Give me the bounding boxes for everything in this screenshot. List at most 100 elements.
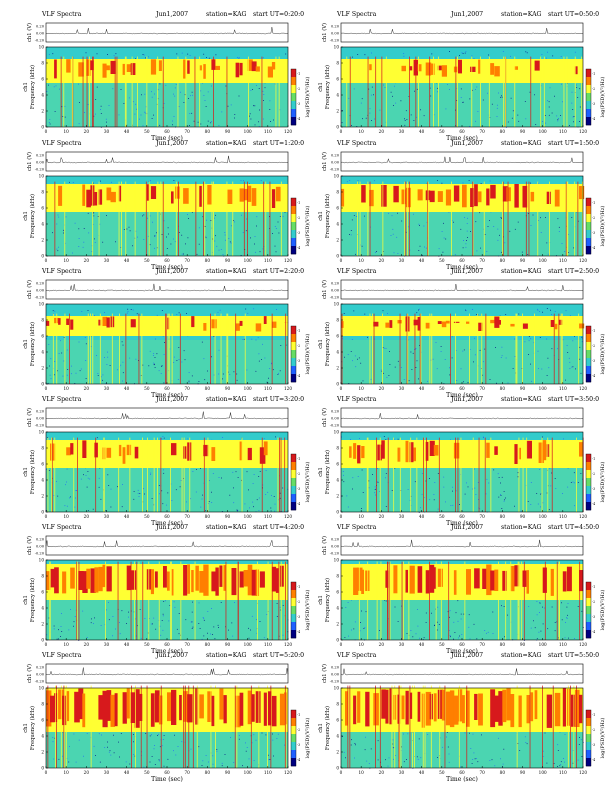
sferic-line — [435, 561, 437, 640]
noise-speck — [193, 120, 195, 122]
noise-speck — [423, 225, 425, 227]
noise-speck — [514, 356, 516, 357]
noise-speck — [245, 308, 247, 310]
sferic-line — [369, 313, 371, 384]
noise-speck — [190, 621, 192, 623]
colorbar-tick-label: -1 — [592, 72, 595, 76]
amplitude-frame — [45, 279, 289, 300]
noise-speck — [546, 338, 548, 340]
noise-speck — [227, 105, 229, 107]
emission-intense — [510, 323, 515, 327]
sferic-line — [346, 56, 348, 127]
sferic-line — [457, 437, 459, 512]
emission-intense — [70, 319, 74, 330]
noise-speck — [195, 491, 197, 493]
panel-header: VLF Spectra Jun1,2007 station=KAG start UT =… — [41, 268, 304, 275]
noise-speck — [493, 226, 495, 227]
noise-speck — [263, 438, 265, 440]
noise-speck — [259, 251, 261, 253]
noise-speck — [272, 233, 273, 234]
sferic-line — [516, 313, 518, 384]
noise-speck — [142, 54, 144, 55]
amplitude-tick-label: 0.00 — [331, 417, 340, 421]
noise-speck — [425, 622, 427, 623]
noise-speck — [154, 764, 156, 765]
noise-speck — [533, 620, 534, 622]
sferic-line — [261, 56, 263, 127]
sferic-line — [498, 561, 499, 640]
noise-speck — [208, 501, 210, 502]
noise-speck — [268, 759, 270, 761]
noise-speck — [546, 242, 548, 244]
noise-speck — [229, 374, 231, 375]
noise-speck — [225, 85, 227, 87]
noise-speck — [202, 494, 203, 496]
noise-speck — [78, 739, 80, 741]
y-tick-label: 2 — [41, 109, 44, 114]
colorbar-tick-label: -3 — [592, 743, 595, 747]
sferic-line — [431, 313, 433, 384]
noise-speck — [482, 99, 484, 101]
emission-intense — [106, 317, 110, 328]
noise-speck — [122, 372, 124, 374]
sferic-line — [457, 56, 458, 127]
noise-speck — [352, 360, 353, 362]
noise-speck — [467, 382, 469, 383]
noise-speck — [346, 495, 348, 497]
noise-speck — [582, 338, 583, 340]
noise-speck — [58, 216, 60, 218]
noise-speck — [262, 343, 263, 345]
noise-speck — [171, 500, 173, 501]
emission-intense — [417, 317, 421, 331]
noise-speck — [566, 617, 568, 619]
noise-speck — [472, 89, 473, 91]
noise-speck — [236, 379, 238, 381]
noise-speck — [58, 353, 60, 354]
sferic-line — [165, 313, 167, 384]
sferic-line — [455, 437, 456, 512]
emission-intense — [106, 690, 112, 721]
noise-speck — [248, 627, 249, 629]
noise-speck — [174, 95, 176, 97]
noise-speck — [145, 112, 147, 114]
noise-speck — [187, 237, 189, 239]
colorbar-swatch — [586, 326, 591, 335]
noise-speck — [403, 761, 405, 763]
noise-speck — [46, 634, 48, 636]
noise-speck — [541, 54, 543, 55]
noise-speck — [361, 98, 363, 100]
noise-speck — [210, 220, 212, 221]
x-tick-label: 100 — [244, 770, 252, 775]
colorbar-swatch — [291, 350, 296, 359]
emission-intense — [74, 691, 80, 723]
spectrogram-lowband — [46, 212, 288, 256]
emission-intense — [425, 322, 431, 329]
panel-start-time: =0:50:0 — [574, 11, 599, 18]
noise-speck — [218, 477, 220, 478]
emission-intense — [538, 442, 544, 463]
noise-speck — [537, 350, 539, 352]
y-tick-label: 2 — [41, 622, 44, 627]
panel-start-time: =3:50:0 — [574, 396, 599, 403]
noise-speck — [401, 220, 403, 222]
colorbar-swatch — [291, 598, 296, 607]
x-tick-label: 40 — [124, 770, 130, 775]
noise-speck — [48, 54, 50, 55]
emission-intense — [357, 445, 361, 464]
noise-speck — [360, 622, 361, 623]
sferic-line — [566, 56, 568, 127]
emission-intense — [526, 695, 530, 724]
noise-speck — [87, 212, 89, 214]
emission-intense — [357, 691, 361, 723]
noise-speck — [560, 764, 562, 765]
emission-intense — [263, 316, 267, 324]
noise-speck — [169, 348, 171, 350]
sferic-line — [477, 313, 479, 384]
sferic-line — [521, 561, 523, 640]
noise-speck — [462, 102, 464, 103]
sferic-line — [381, 56, 383, 127]
noise-speck — [112, 635, 113, 637]
y-tick-label: 10 — [39, 45, 45, 50]
noise-speck — [392, 228, 394, 230]
